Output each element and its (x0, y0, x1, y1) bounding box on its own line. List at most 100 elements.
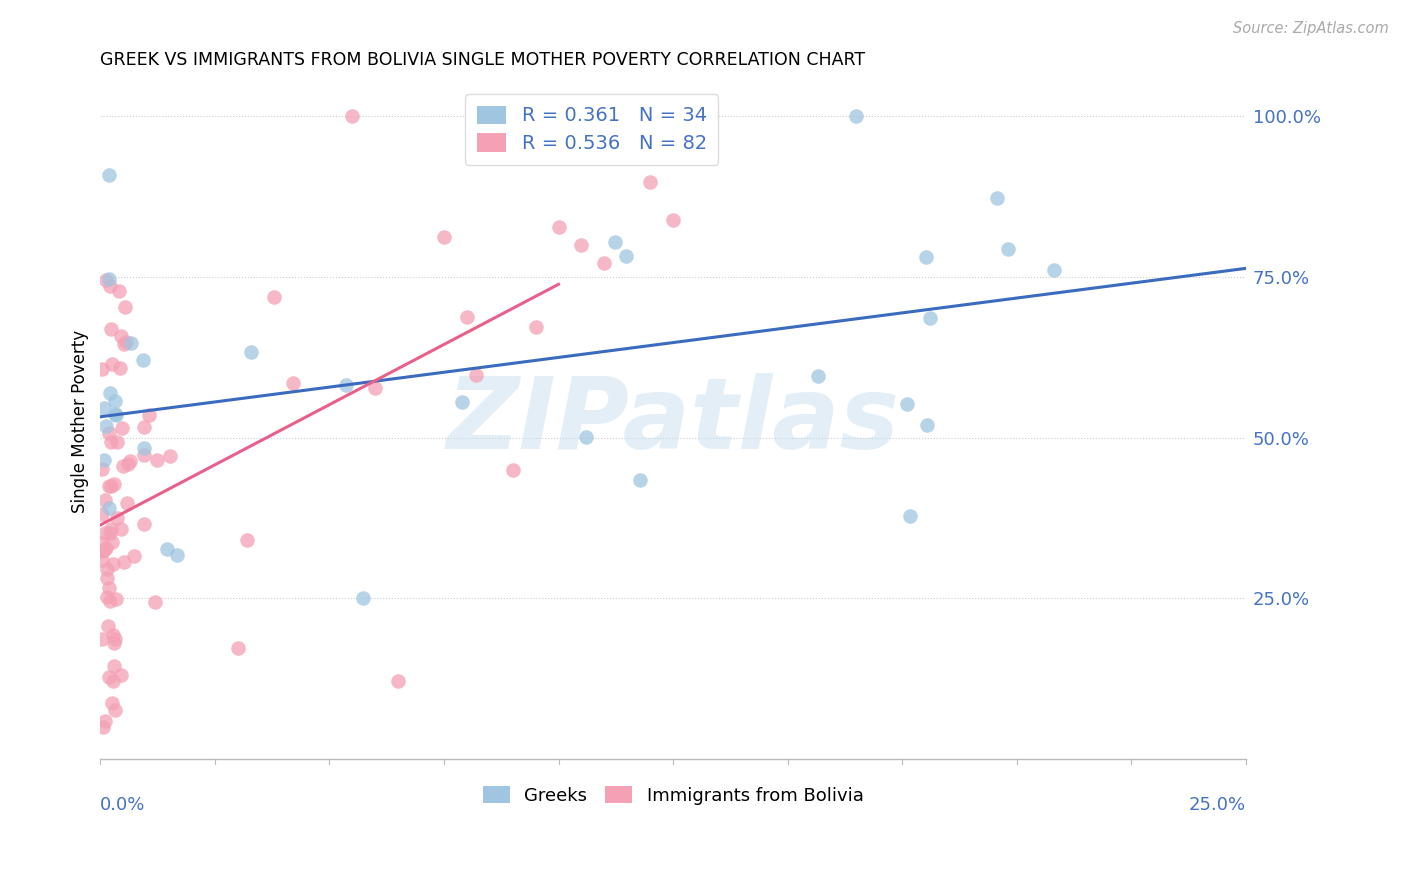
Point (90, 362, 112, 376)
Point (101, 628, 124, 642)
Point (352, 591, 374, 606)
Point (101, 357, 124, 371)
Point (93, 453, 115, 467)
Point (103, 658, 125, 673)
Point (143, 594, 166, 608)
Point (898, 509, 921, 524)
Point (101, 697, 124, 711)
Point (96, 590, 118, 604)
Point (105, 434, 128, 449)
Point (103, 703, 125, 717)
Point (997, 242, 1019, 256)
Point (91, 720, 114, 734)
Point (451, 395, 474, 409)
Point (571, 238, 593, 252)
Point (335, 378, 357, 392)
Point (97, 670, 120, 684)
Point (132, 516, 155, 531)
Point (134, 419, 156, 434)
Point (638, 175, 661, 189)
Point (671, 150, 693, 164)
Point (122, 549, 145, 563)
Point (96, 562, 118, 576)
Point (593, 256, 616, 270)
Point (138, 408, 160, 422)
Point (97, 479, 120, 493)
Text: GREEK VS IMMIGRANTS FROM BOLIVIA SINGLE MOTHER POVERTY CORRELATION CHART: GREEK VS IMMIGRANTS FROM BOLIVIA SINGLE … (100, 51, 866, 69)
Point (101, 557, 124, 571)
Point (97, 619, 120, 633)
Point (100, 522, 122, 536)
Point (132, 442, 155, 456)
Point (100, 534, 122, 549)
Point (104, 592, 127, 607)
Point (387, 674, 409, 689)
Point (100, 479, 122, 493)
Point (1043, 263, 1066, 277)
Point (342, 109, 364, 123)
Point (628, 473, 651, 487)
Point (616, 249, 638, 263)
Point (156, 542, 179, 557)
Point (159, 449, 181, 463)
Point (98, 593, 121, 607)
Point (112, 336, 135, 351)
Point (114, 300, 136, 314)
Point (103, 635, 125, 649)
Point (108, 361, 131, 376)
Point (117, 457, 139, 471)
Point (524, 320, 547, 334)
Point (90, 544, 112, 558)
Point (104, 393, 127, 408)
Point (96, 571, 118, 585)
Point (574, 430, 596, 444)
Point (97, 168, 120, 182)
Point (90, 552, 112, 566)
Point (915, 417, 938, 432)
Point (104, 632, 127, 646)
Point (110, 668, 132, 682)
Point (104, 407, 127, 421)
Y-axis label: Single Mother Poverty: Single Mother Poverty (72, 330, 89, 513)
Point (100, 279, 122, 293)
Point (90, 507, 112, 521)
Point (90, 632, 112, 647)
Legend: R = 0.361   N = 34, R = 0.536   N = 82: R = 0.361 N = 34, R = 0.536 N = 82 (465, 94, 718, 165)
Point (120, 336, 142, 351)
Point (97, 581, 120, 595)
Point (93, 714, 115, 728)
Point (98, 526, 121, 541)
Point (146, 453, 169, 467)
Point (226, 640, 249, 655)
Point (94, 493, 117, 508)
Point (105, 511, 128, 525)
Point (103, 477, 125, 491)
Point (807, 369, 830, 384)
Point (98, 426, 121, 441)
Point (456, 310, 478, 325)
Point (111, 421, 134, 435)
Point (93, 542, 115, 557)
Point (502, 462, 524, 476)
Point (93, 401, 115, 415)
Point (240, 345, 263, 359)
Point (104, 408, 127, 422)
Point (915, 251, 938, 265)
Point (120, 454, 142, 468)
Point (101, 673, 124, 688)
Text: 0.0%: 0.0% (100, 796, 146, 814)
Point (100, 435, 122, 450)
Point (236, 533, 259, 547)
Point (986, 191, 1008, 205)
Point (90, 462, 112, 476)
Point (131, 352, 153, 367)
Point (112, 555, 135, 569)
Point (94, 541, 117, 556)
Point (662, 213, 685, 227)
Point (107, 285, 129, 299)
Point (98, 272, 121, 286)
Point (605, 235, 627, 249)
Text: ZIPatlas: ZIPatlas (447, 373, 900, 470)
Text: Source: ZipAtlas.com: Source: ZipAtlas.com (1233, 21, 1389, 36)
Point (97, 500, 120, 515)
